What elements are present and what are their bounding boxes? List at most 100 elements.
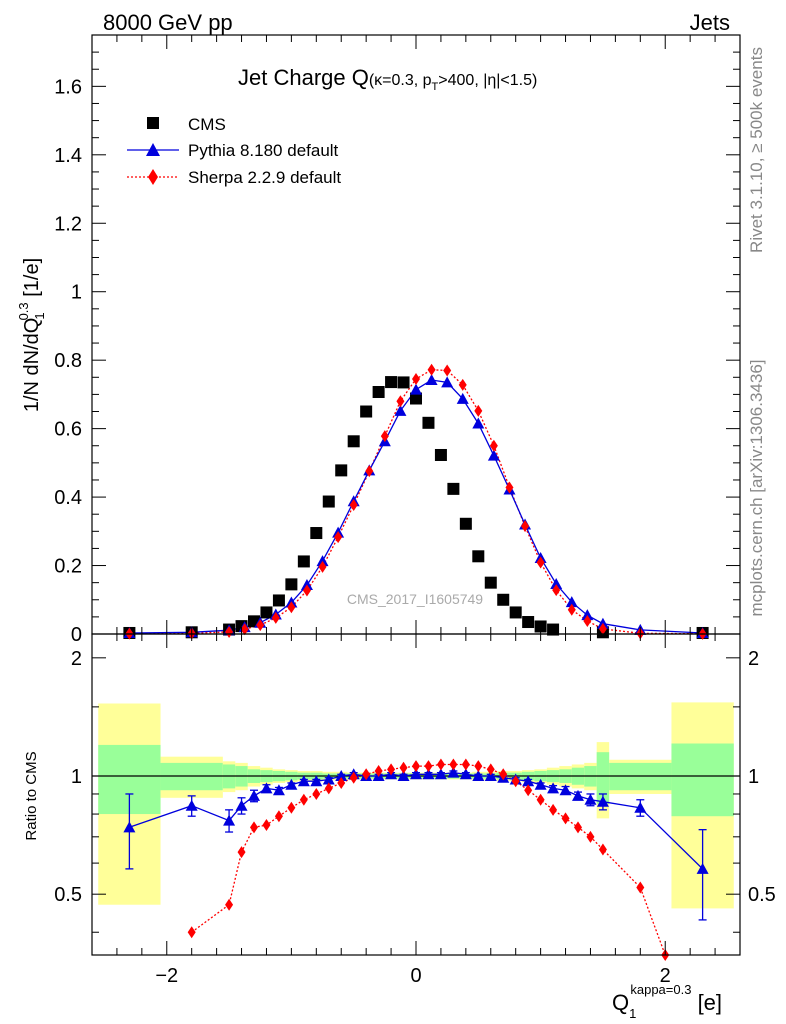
ratio-pythia-point bbox=[248, 789, 260, 801]
cms-point bbox=[509, 606, 522, 619]
sherpa-point bbox=[302, 584, 311, 597]
cms-point bbox=[372, 386, 385, 399]
x-tick-label: 0 bbox=[410, 965, 421, 987]
ratio-sherpa-point bbox=[461, 758, 470, 771]
rivet-label: Rivet 3.1.10, ≥ 500k events bbox=[747, 47, 766, 253]
ratio-pythia-point bbox=[272, 784, 285, 796]
ratio-sherpa-point bbox=[549, 803, 558, 816]
ratio-sherpa-point bbox=[574, 821, 582, 834]
ratio-sherpa-point bbox=[424, 760, 433, 773]
cms-point bbox=[322, 495, 335, 508]
ratio-pythia-point bbox=[397, 770, 410, 782]
legend-marker-sherpa bbox=[148, 169, 158, 185]
ratio-tick-label-right: 2 bbox=[748, 648, 759, 670]
y-axis-title-unit: [1/e] bbox=[21, 258, 43, 302]
cms-point bbox=[547, 623, 560, 636]
pythia-point bbox=[581, 609, 594, 621]
sherpa-point bbox=[598, 622, 607, 635]
cms-point bbox=[534, 620, 547, 633]
ratio-pythia-point bbox=[534, 778, 547, 790]
x-axis-title-main: Q bbox=[612, 990, 629, 1015]
mcplots-label: mcplots.cern.ch [arXiv:1306.3436] bbox=[747, 359, 766, 616]
sherpa-point bbox=[318, 560, 327, 573]
x-axis-title-unit: [e] bbox=[691, 990, 722, 1015]
cms-point bbox=[447, 482, 460, 495]
ratio-sherpa-point bbox=[287, 801, 296, 814]
ratio-sherpa-line bbox=[191, 763, 666, 956]
ratio-sherpa-point bbox=[299, 793, 308, 806]
ratio-pythia-point bbox=[260, 782, 273, 794]
ratio-sherpa-point bbox=[337, 776, 346, 789]
ratio-sherpa-point bbox=[586, 830, 595, 843]
ratio-pythia-point bbox=[634, 801, 647, 813]
sherpa-point bbox=[349, 498, 358, 511]
sherpa-point bbox=[240, 623, 249, 636]
ratio-sherpa-point bbox=[362, 768, 371, 781]
energy-label: 8000 GeV pp bbox=[103, 10, 233, 35]
y-tick-label: 1.2 bbox=[54, 213, 82, 235]
x-tick-label: −2 bbox=[155, 965, 178, 987]
y-tick-label: 0.8 bbox=[54, 350, 82, 372]
ratio-sherpa-point bbox=[511, 775, 520, 788]
ratio-sherpa-point bbox=[262, 819, 271, 832]
sherpa-point bbox=[567, 603, 576, 616]
cms-point bbox=[410, 392, 422, 405]
y-axis-title: 1/N dN/dQ10.3 [1/e] bbox=[16, 258, 47, 412]
pythia-point bbox=[565, 596, 578, 608]
ratio-pythia-point bbox=[472, 770, 485, 782]
ratio-sherpa-point bbox=[436, 758, 445, 771]
cms-point bbox=[260, 606, 273, 619]
ratio-pythia-point bbox=[584, 793, 597, 805]
sherpa-point bbox=[287, 601, 296, 614]
ratio-pythia-point bbox=[459, 768, 472, 780]
y-axis-title-main: 1/N dN/dQ bbox=[21, 318, 43, 412]
ratio-sherpa-point bbox=[536, 793, 545, 806]
ratio-sherpa-point bbox=[412, 760, 420, 773]
ratio-sherpa-point bbox=[237, 846, 246, 859]
ratio-sherpa-point bbox=[374, 764, 383, 777]
chart-title-main: Jet Charge Q bbox=[238, 65, 369, 90]
sherpa-point bbox=[443, 364, 452, 377]
sherpa-point bbox=[474, 404, 483, 417]
ratio-sherpa-point bbox=[399, 761, 408, 774]
ratio-sherpa-point bbox=[324, 782, 333, 795]
ratio-pythia-point bbox=[422, 768, 435, 780]
sherpa-point bbox=[334, 531, 343, 544]
cms-point bbox=[347, 435, 360, 448]
cms-point bbox=[434, 448, 447, 461]
sherpa-point bbox=[552, 584, 561, 597]
cms-point bbox=[310, 527, 323, 540]
ratio-sherpa-point bbox=[636, 881, 645, 894]
y-tick-label: 0.2 bbox=[54, 556, 82, 578]
ratio-sherpa-point bbox=[598, 843, 607, 856]
ratio-pythia-point bbox=[322, 773, 335, 785]
ratio-pythia-point bbox=[447, 766, 460, 778]
ratio-tick-label: 1 bbox=[71, 766, 82, 788]
ratio-sherpa-point bbox=[499, 768, 508, 781]
cms-point bbox=[422, 416, 435, 429]
x-axis-title-index: 1 bbox=[629, 1006, 636, 1021]
legend-label-pythia: Pythia 8.180 default bbox=[188, 141, 339, 160]
ratio-pythia-point bbox=[547, 782, 560, 794]
ratio-y-axis-title: Ratio to CMS bbox=[23, 751, 40, 840]
sherpa-point bbox=[521, 520, 530, 533]
pythia-point bbox=[472, 417, 485, 429]
ratio-sherpa-point bbox=[449, 758, 458, 771]
ratio-pythia-point bbox=[434, 768, 447, 780]
ratio-sherpa-point bbox=[524, 784, 533, 797]
cms-point bbox=[522, 616, 535, 629]
pythia-point bbox=[550, 578, 563, 590]
sherpa-point bbox=[365, 465, 374, 478]
cms-point bbox=[385, 376, 398, 389]
y-tick-label: 0 bbox=[71, 624, 82, 646]
pythia-point bbox=[394, 404, 407, 416]
ratio-sherpa-point bbox=[225, 898, 234, 911]
pythia-point bbox=[441, 376, 454, 388]
pythia-point bbox=[425, 374, 438, 386]
ratio-sherpa-point bbox=[474, 760, 483, 773]
ratio-pythia-point bbox=[522, 775, 535, 787]
sherpa-point bbox=[427, 363, 436, 376]
cms-point bbox=[360, 405, 373, 418]
y-tick-label: 1 bbox=[71, 282, 82, 304]
